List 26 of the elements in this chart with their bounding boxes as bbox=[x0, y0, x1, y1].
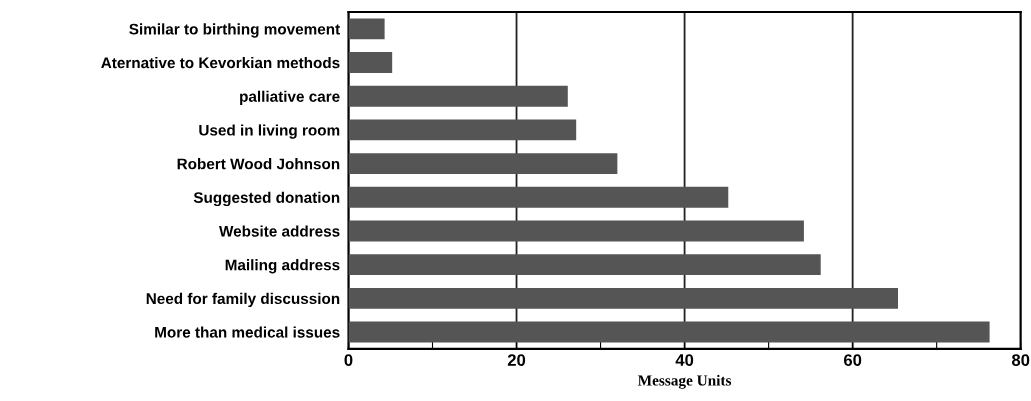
y-tick-label: Similar to birthing movement bbox=[129, 23, 340, 38]
y-tick-label: Robert Wood Johnson bbox=[177, 158, 340, 170]
bar bbox=[348, 18, 385, 40]
y-tick-label: More than medical issues bbox=[155, 326, 340, 338]
x-tick-label: 20 bbox=[507, 354, 526, 366]
bar bbox=[348, 321, 990, 343]
y-tick-label: palliative care bbox=[240, 90, 340, 105]
bar bbox=[348, 287, 899, 309]
y-tick-label: Mailing address bbox=[225, 259, 340, 274]
x-tick-label: 80 bbox=[1011, 354, 1030, 366]
bar bbox=[348, 186, 729, 208]
bar bbox=[348, 85, 568, 107]
bar bbox=[348, 52, 393, 73]
x-tick-label: 60 bbox=[843, 354, 862, 366]
bar bbox=[348, 254, 821, 276]
y-tick-label: Aternative to Kevorkian methods bbox=[101, 57, 340, 69]
x-tick-label: 40 bbox=[675, 354, 694, 366]
x-tick-label: 0 bbox=[344, 354, 353, 366]
bar bbox=[348, 220, 804, 242]
y-tick-label: Used in living room bbox=[199, 124, 340, 139]
x-axis-title: Message Units bbox=[637, 374, 732, 389]
y-tick-label: Suggested donation bbox=[193, 191, 340, 207]
y-tick-label: Website address bbox=[219, 225, 340, 237]
y-tick-label: Need for family discussion bbox=[146, 292, 340, 308]
bar bbox=[348, 119, 577, 141]
bar bbox=[348, 153, 618, 175]
